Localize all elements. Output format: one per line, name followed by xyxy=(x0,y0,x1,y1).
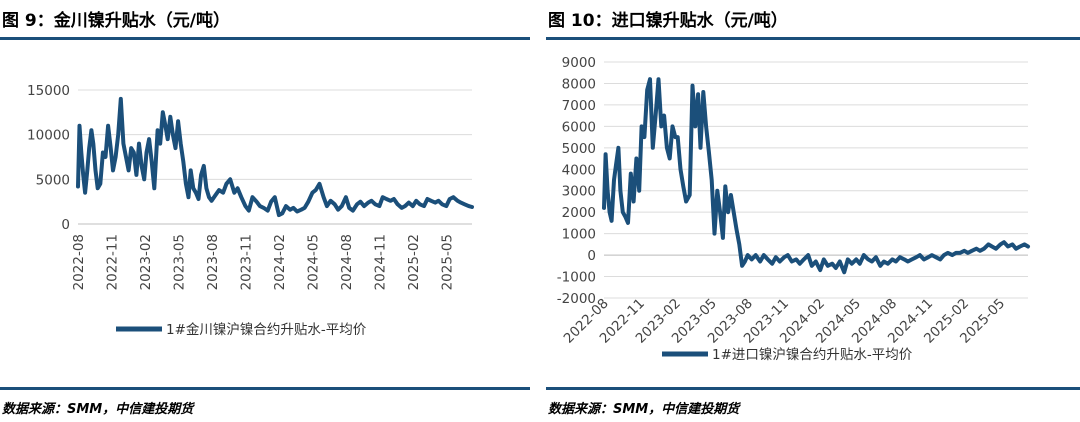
x-tick-label: 2024-02 xyxy=(272,234,288,290)
title-rule xyxy=(546,37,1080,40)
x-tick-label: 2023-08 xyxy=(205,234,221,290)
chart-title: 图 10：进口镍升贴水（元/吨） xyxy=(548,11,788,31)
y-tick-label: 5000 xyxy=(562,141,596,157)
y-tick-label: 2000 xyxy=(562,205,596,221)
chart-panel-left: 图 9：金川镍升贴水（元/吨） 0 5000 10000 15000 2022-08 20… xyxy=(0,0,530,422)
x-tick-label: 2022-11 xyxy=(104,234,120,290)
x-tick-label: 2022-08 xyxy=(71,234,87,290)
y-tick-label: 4000 xyxy=(562,162,596,178)
y-tick-label: 15000 xyxy=(27,83,70,99)
source-rule xyxy=(546,387,1080,390)
x-tick-label: 2023-02 xyxy=(138,234,154,290)
y-tick-label: -2000 xyxy=(557,291,596,307)
title-rule xyxy=(0,37,530,40)
y-tick-label: 7000 xyxy=(562,98,596,114)
x-tick-label: 2023-05 xyxy=(171,234,187,290)
y-tick-label: 5000 xyxy=(36,172,70,188)
source-rule xyxy=(0,387,530,390)
line-chart-jinchuan: 0 5000 10000 15000 2022-08 2022-11 2023-02 2023… xyxy=(27,83,474,338)
x-tick-label: 2024-08 xyxy=(339,234,355,290)
x-tick-label: 2025-02 xyxy=(406,234,422,290)
y-tick-label: 0 xyxy=(587,248,596,264)
y-tick-label: -1000 xyxy=(557,270,596,286)
x-tick-label: 2024-05 xyxy=(305,234,321,290)
y-tick-label: 3000 xyxy=(562,184,596,200)
series-line xyxy=(602,77,1030,275)
y-tick-label: 9000 xyxy=(562,55,596,71)
y-tick-label: 10000 xyxy=(27,128,70,144)
y-tick-label: 1000 xyxy=(562,227,596,243)
chart-panel-right: 图 10：进口镍升贴水（元/吨） -2000 -1000 0 1000 2000 3000… xyxy=(546,0,1080,422)
x-tick-label: 2025-05 xyxy=(439,234,455,290)
y-tick-label: 8000 xyxy=(562,76,596,92)
x-tick-label: 2024-11 xyxy=(372,234,388,290)
legend-label: 1#金川镍沪镍合约升贴水-平均价 xyxy=(166,322,367,338)
series-line xyxy=(76,96,474,218)
chart-title: 图 9：金川镍升贴水（元/吨） xyxy=(2,11,230,31)
y-tick-label: 6000 xyxy=(562,119,596,135)
x-tick-label: 2023-11 xyxy=(238,234,254,290)
data-source: 数据来源：SMM，中信建投期货 xyxy=(548,402,740,417)
legend-label: 1#进口镍沪镍合约升贴水-平均价 xyxy=(712,347,913,363)
y-tick-label: 0 xyxy=(61,217,70,233)
data-source: 数据来源：SMM，中信建投期货 xyxy=(2,402,194,417)
line-chart-imported: -2000 -1000 0 1000 2000 3000 4000 5000 6000 7000 8… xyxy=(557,55,1030,363)
